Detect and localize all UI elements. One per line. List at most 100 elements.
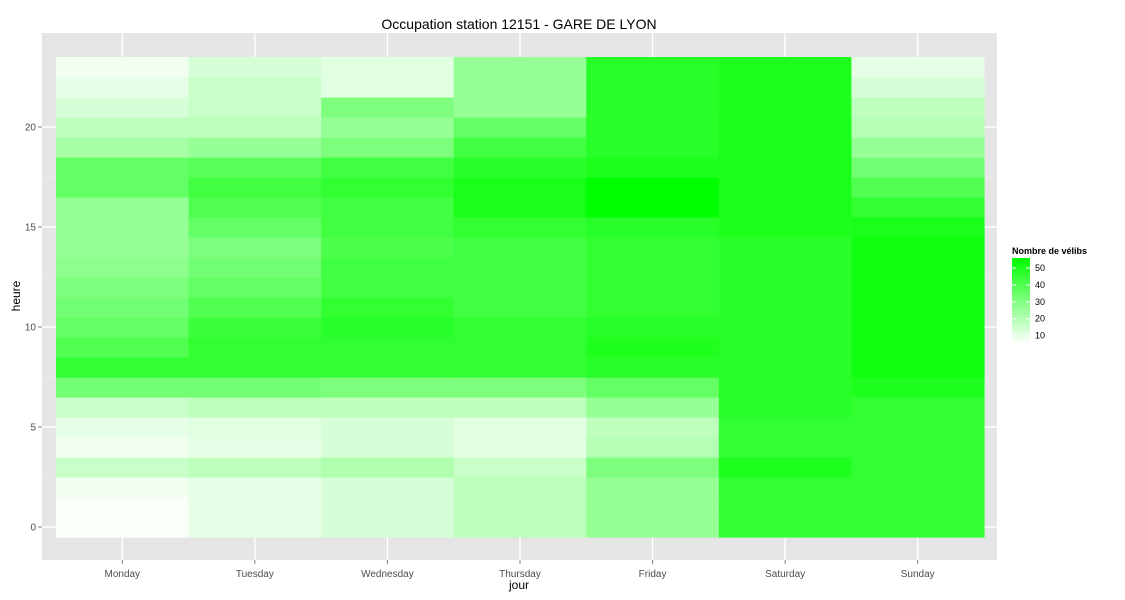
x-axis-title: jour: [508, 578, 529, 592]
heatmap-cell: [851, 217, 985, 238]
heatmap-cell: [851, 117, 985, 138]
heatmap-cell: [56, 57, 190, 78]
heatmap-cell: [321, 337, 455, 358]
heatmap-cell: [188, 497, 322, 518]
heatmap-cell: [718, 77, 853, 98]
heatmap-cell: [453, 317, 587, 338]
heatmap-cell: [56, 497, 190, 518]
y-tick-label: 20: [25, 123, 37, 134]
heatmap-cell: [453, 417, 587, 438]
heatmap-cell: [586, 377, 720, 398]
heatmap-cell: [851, 177, 985, 198]
heatmap-cell: [851, 337, 985, 358]
chart-title: Occupation station 12151 - GARE DE LYON: [381, 16, 656, 32]
heatmap-cell: [321, 497, 455, 518]
heatmap-cell: [56, 237, 190, 258]
heatmap-cell: [56, 77, 190, 98]
heatmap-cell: [188, 517, 322, 538]
heatmap-cell: [56, 377, 190, 398]
y-tick-label: 0: [30, 523, 36, 534]
heatmap-cell: [453, 437, 587, 458]
heatmap-cell: [851, 137, 985, 158]
heatmap-cell: [453, 117, 587, 138]
heatmap-cell: [453, 337, 587, 358]
heatmap-cell: [56, 277, 190, 298]
heatmap-tiles: [56, 57, 985, 538]
heatmap-cell: [188, 357, 322, 378]
x-tick-label: Wednesday: [361, 569, 414, 580]
heatmap-cell: [188, 137, 322, 158]
heatmap-cell: [188, 277, 322, 298]
y-axis-title: heure: [9, 280, 23, 311]
heatmap-cell: [188, 237, 322, 258]
heatmap-cell: [321, 317, 455, 338]
heatmap-cell: [453, 97, 587, 118]
heatmap-cell: [586, 137, 720, 158]
heatmap-cell: [586, 337, 720, 358]
heatmap-cell: [56, 197, 190, 218]
heatmap-cell: [586, 77, 720, 98]
heatmap-cell: [718, 57, 853, 78]
heatmap-cell: [586, 457, 720, 478]
heatmap-cell: [851, 357, 985, 378]
heatmap-cell: [321, 57, 455, 78]
heatmap-cell: [321, 257, 455, 278]
x-tick-label: Friday: [639, 569, 667, 580]
heatmap-cell: [321, 177, 455, 198]
heatmap-cell: [718, 197, 853, 218]
legend: Nombre de vélibs 10 20 30 40 50: [1012, 246, 1087, 344]
heatmap-cell: [56, 297, 190, 318]
heatmap-cell: [56, 397, 190, 418]
legend-tick-label: 40: [1035, 280, 1045, 290]
heatmap-cell: [453, 217, 587, 238]
heatmap-cell: [851, 197, 985, 218]
heatmap-cell: [321, 137, 455, 158]
heatmap-cell: [453, 377, 587, 398]
heatmap-cell: [453, 257, 587, 278]
heatmap-cell: [188, 337, 322, 358]
heatmap-cell: [851, 317, 985, 338]
heatmap-cell: [56, 137, 190, 158]
heatmap-cell: [851, 437, 985, 458]
heatmap-cell: [321, 197, 455, 218]
heatmap-cell: [56, 357, 190, 378]
heatmap-cell: [718, 457, 853, 478]
heatmap-cell: [453, 457, 587, 478]
heatmap-cell: [586, 157, 720, 178]
heatmap-cell: [453, 497, 587, 518]
heatmap-cell: [321, 477, 455, 498]
heatmap-cell: [586, 357, 720, 378]
heatmap-cell: [718, 157, 853, 178]
heatmap-cell: [453, 57, 587, 78]
heatmap-cell: [56, 317, 190, 338]
heatmap-cell: [851, 237, 985, 258]
heatmap-cell: [188, 97, 322, 118]
heatmap-cell: [586, 397, 720, 418]
heatmap-cell: [321, 277, 455, 298]
legend-tick-label: 20: [1035, 314, 1045, 324]
heatmap-cell: [718, 357, 853, 378]
legend-title: Nombre de vélibs: [1012, 246, 1087, 256]
heatmap-cell: [321, 77, 455, 98]
heatmap-cell: [851, 417, 985, 438]
x-axis-ticks: Monday Tuesday Wednesday Thursday Friday Satu…: [104, 560, 935, 580]
heatmap-cell: [56, 457, 190, 478]
heatmap-cell: [586, 277, 720, 298]
heatmap-cell: [718, 217, 853, 238]
heatmap-cell: [188, 157, 322, 178]
y-tick-label: 10: [25, 323, 37, 334]
heatmap-cell: [718, 337, 853, 358]
heatmap-cell: [586, 517, 720, 538]
heatmap-cell: [586, 57, 720, 78]
heatmap-cell: [188, 57, 322, 78]
heatmap-cell: [851, 377, 985, 398]
heatmap-cell: [321, 437, 455, 458]
legend-colorbar: [1012, 258, 1030, 344]
heatmap-cell: [321, 97, 455, 118]
heatmap-cell: [718, 97, 853, 118]
heatmap-cell: [321, 397, 455, 418]
heatmap-cell: [453, 77, 587, 98]
heatmap-cell: [188, 117, 322, 138]
heatmap-cell: [188, 417, 322, 438]
